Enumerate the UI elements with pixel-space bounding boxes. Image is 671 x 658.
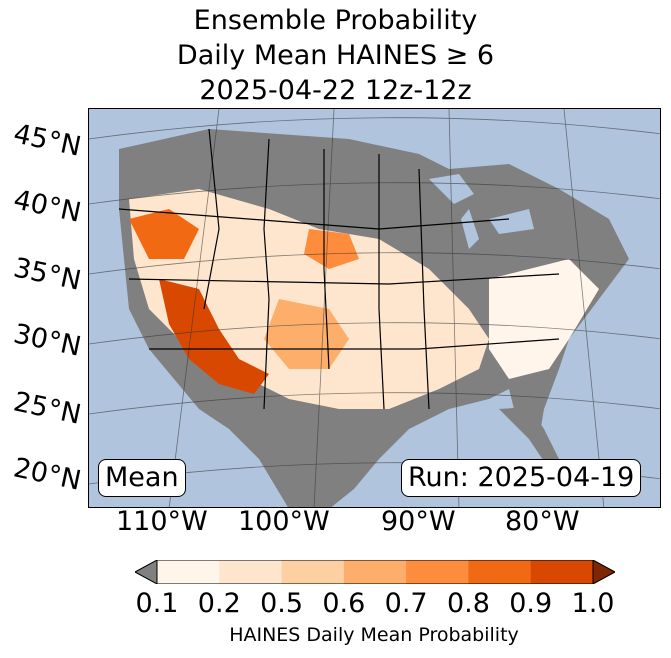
colorbar-segment: [406, 560, 469, 584]
map-svg: [89, 109, 660, 507]
colorbar-tick-label: 0.8: [446, 588, 490, 619]
colorbar-tick-label: 1.0: [571, 588, 615, 619]
lat-label-30: 30°N: [10, 318, 84, 363]
colorbar-tick-label: 0.1: [135, 588, 179, 619]
title-line-2: Daily Mean HAINES ≥ 6: [176, 40, 495, 71]
lon-label-100: 100°W: [238, 506, 330, 537]
great-lakes: [429, 174, 534, 249]
colorbar-under-arrow: [135, 560, 158, 584]
prob-high-west: [129, 209, 199, 259]
state-borders: [118, 128, 560, 410]
colorbar-segment: [281, 560, 345, 584]
colorbar-segment: [157, 560, 220, 584]
colorbar-tick-label: 0.5: [260, 588, 304, 619]
lon-label-80: 80°W: [505, 506, 580, 537]
title-line-3: 2025-04-22 12z-12z: [199, 75, 472, 106]
colorbar-tick-label: 0.7: [384, 588, 428, 619]
colorbar-segment: [343, 560, 407, 584]
lon-label-90: 90°W: [381, 506, 456, 537]
colorbar-outline: [156, 560, 594, 584]
prob-low-east: [489, 259, 599, 379]
lat-label-45: 45°N: [10, 118, 84, 163]
prob-high-region: [159, 279, 269, 394]
prob-mid-north: [304, 229, 359, 269]
lon-label-110: 110°W: [116, 506, 208, 537]
colorbar-segment: [468, 560, 532, 584]
colorbar-over-arrow: [592, 560, 615, 584]
colorbar: [135, 560, 615, 584]
colorbar-segment: [530, 560, 594, 584]
title-line-1: Ensemble Probability: [193, 5, 478, 36]
lat-label-35: 35°N: [10, 252, 84, 297]
run-date-box: Run: 2025-04-19: [401, 459, 642, 497]
colorbar-tick-label: 0.2: [197, 588, 241, 619]
colorbar-segment: [219, 560, 283, 584]
lat-label-20: 20°N: [10, 452, 84, 497]
lat-label-25: 25°N: [10, 386, 84, 431]
colorbar-tick-label: 0.9: [509, 588, 553, 619]
lat-label-40: 40°N: [10, 184, 84, 229]
map-panel: [88, 108, 661, 508]
colorbar-label: HAINES Daily Mean Probability: [229, 624, 519, 646]
mean-label-box: Mean: [98, 459, 186, 497]
colorbar-tick-label: 0.6: [322, 588, 366, 619]
florida-shape: [499, 407, 559, 469]
